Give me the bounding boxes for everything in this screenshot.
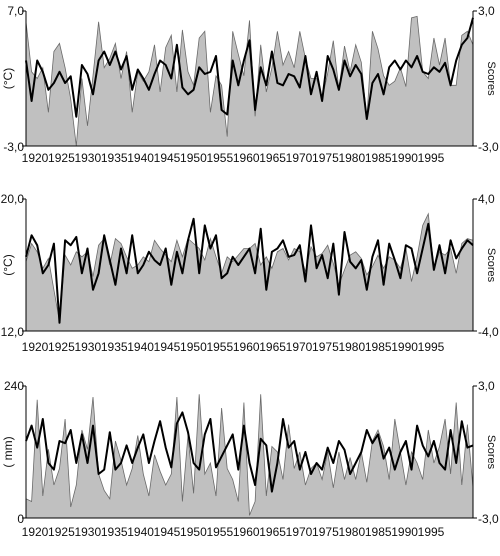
x-tick-label: 1965: [259, 151, 286, 165]
x-tick-label: 1975: [312, 525, 339, 539]
x-tick-label: 1955: [206, 340, 233, 354]
left-axis-title: ( mm): [1, 436, 15, 467]
right-axis-tick-label: 3,0: [478, 379, 495, 393]
left-axis-tick-label: -3,0: [3, 140, 24, 154]
chart-panel-1: 7,0 -3,0 3,0 -3,0 (°C) Scores 1920 1925 1930 1935…: [1, 4, 499, 165]
x-tick-label: 1965: [259, 340, 286, 354]
x-tick-label: 1975: [312, 340, 339, 354]
x-tick-label: 1935: [101, 340, 128, 354]
line-series: [25, 411, 474, 493]
x-tick-label: 1935: [101, 525, 128, 539]
x-tick-label: 1945: [154, 151, 181, 165]
right-axis-tick-label: -3,0: [478, 140, 499, 154]
x-tick-label: 1930: [74, 151, 101, 165]
line-series: [25, 17, 474, 120]
x-tick-label: 1970: [286, 151, 313, 165]
left-axis-title: (°C): [1, 68, 15, 89]
right-axis-tick-label: -4,0: [478, 325, 499, 339]
x-tick-label: 1955: [206, 525, 233, 539]
chart-panel-2: 20,0 12,0 4,0 -4,0 (°C) Scores 1920 1925 1930 193…: [1, 192, 499, 354]
right-axis-title: Scores: [485, 435, 497, 470]
area-series: [25, 15, 474, 147]
x-tick-label: 1970: [286, 340, 313, 354]
x-tick-label: 1960: [233, 340, 260, 354]
x-tick-label: 1975: [312, 151, 339, 165]
x-tick-label: 1970: [286, 525, 313, 539]
x-tick-label: 1960: [233, 525, 260, 539]
x-tick-label: 1945: [154, 340, 181, 354]
x-tick-label: 1965: [259, 525, 286, 539]
x-tick-label: 1960: [233, 151, 260, 165]
x-tick-label: 1985: [365, 525, 392, 539]
x-tick-label: 1950: [180, 525, 207, 539]
right-axis-tick-label: 4,0: [478, 192, 495, 206]
x-tick-label: 1925: [48, 525, 75, 539]
x-tick-label: 1940: [127, 151, 154, 165]
left-axis-tick-label: 12,0: [1, 325, 25, 339]
x-tick-label: 1925: [48, 340, 75, 354]
line-series: [25, 217, 474, 324]
left-axis-tick-label: 20,0: [1, 192, 25, 206]
x-tick-label: 1950: [180, 151, 207, 165]
x-tick-label: 1920: [22, 151, 49, 165]
right-axis-title: Scores: [485, 248, 497, 283]
x-tick-label: 1995: [418, 525, 445, 539]
x-tick-label: 1990: [391, 151, 418, 165]
x-tick-label: 1925: [48, 151, 75, 165]
x-tick-label: 1995: [418, 340, 445, 354]
right-axis-title: Scores: [485, 61, 497, 96]
left-axis-tick-label: 0: [17, 512, 24, 526]
area-series: [25, 394, 474, 519]
left-axis-tick-label: 240: [4, 379, 24, 393]
x-tick-label: 1920: [22, 525, 49, 539]
x-tick-label: 1955: [206, 151, 233, 165]
x-tick-label: 1985: [365, 151, 392, 165]
x-tick-label: 1945: [154, 525, 181, 539]
x-tick-label: 1990: [391, 525, 418, 539]
left-axis-tick-label: 7,0: [7, 4, 24, 18]
x-tick-label: 1995: [418, 151, 445, 165]
x-tick-label: 1950: [180, 340, 207, 354]
right-axis-tick-label: 3,0: [478, 4, 495, 18]
x-tick-label: 1980: [338, 151, 365, 165]
x-tick-label: 1930: [74, 340, 101, 354]
x-tick-label: 1935: [101, 151, 128, 165]
x-tick-label: 1985: [365, 340, 392, 354]
x-tick-label: 1990: [391, 340, 418, 354]
x-tick-label: 1940: [127, 340, 154, 354]
x-tick-label: 1930: [74, 525, 101, 539]
x-tick-label: 1980: [338, 525, 365, 539]
x-tick-label: 1940: [127, 525, 154, 539]
x-tick-label: 1980: [338, 340, 365, 354]
right-axis-tick-label: -3,0: [478, 512, 499, 526]
x-tick-label: 1920: [22, 340, 49, 354]
left-axis-title: (°C): [1, 254, 15, 275]
area-series: [25, 212, 474, 332]
